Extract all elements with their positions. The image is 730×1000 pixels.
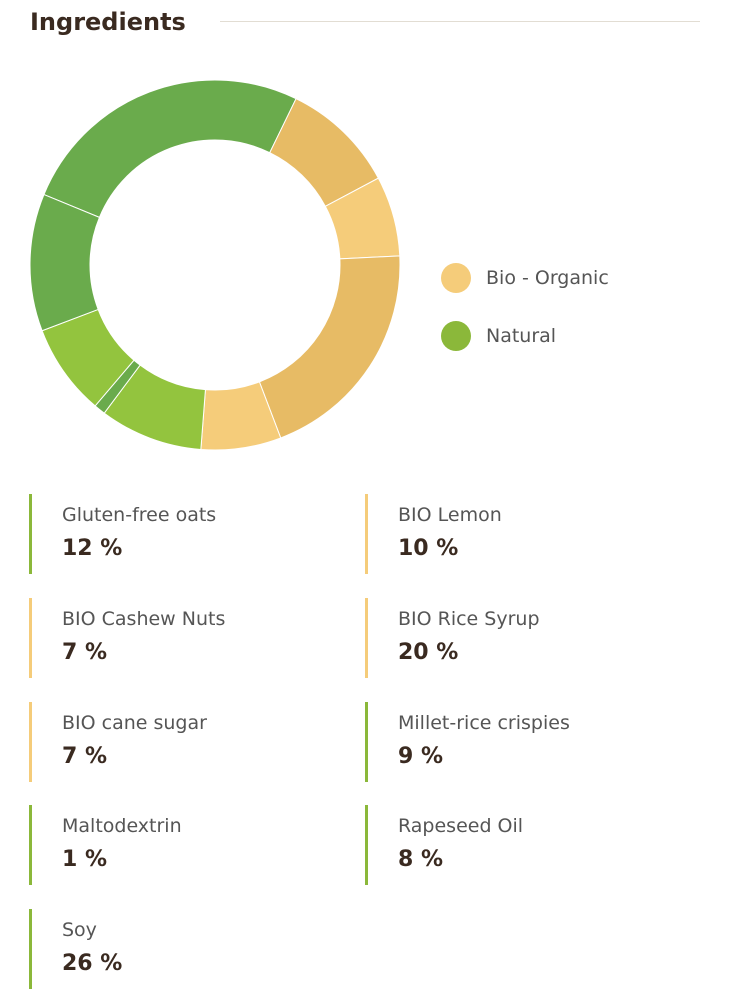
ingredient-soy: Soy 26 % [29,909,329,989]
ingredient-rapeseed-oil: Rapeseed Oil 8 % [365,805,665,885]
ingredient-percentage: 8 % [398,847,444,872]
ingredient-name: Soy [62,919,97,941]
legend-swatch-bio-organic [441,263,471,293]
chart-legend: Bio - Organic Natural [441,262,609,378]
ingredient-percentage: 9 % [398,744,444,769]
ingredient-percentage: 26 % [62,951,123,976]
ingredients-donut-chart: Bio - Organic Natural [0,60,730,480]
donut-slice-soy[interactable] [43,79,297,219]
ingredient-bio-rice-syrup: BIO Rice Syrup 20 % [365,598,665,678]
ingredient-name: BIO Rice Syrup [398,608,540,630]
ingredient-name: BIO cane sugar [62,712,207,734]
ingredient-name: Rapeseed Oil [398,815,524,837]
ingredient-percentage: 1 % [62,847,108,872]
ingredient-percentage: 7 % [62,744,108,769]
ingredient-maltodextrin: Maltodextrin 1 % [29,805,329,885]
ingredient-gluten-free-oats: Gluten-free oats 12 % [29,494,329,574]
ingredient-millet-rice-crispies: Millet-rice crispies 9 % [365,702,665,782]
ingredient-bio-lemon: BIO Lemon 10 % [365,494,665,574]
ingredient-name: Millet-rice crispies [398,712,570,734]
donut-slice-gluten-free-oats[interactable] [29,193,101,332]
ingredient-percentage: 7 % [62,640,108,665]
legend-item-natural[interactable]: Natural [441,320,609,352]
ingredient-name: Maltodextrin [62,815,182,837]
ingredients-header: Ingredients [30,4,700,40]
ingredient-name: Gluten-free oats [62,504,217,526]
ingredient-percentage: 12 % [62,536,123,561]
legend-label-bio-organic: Bio - Organic [486,267,609,289]
legend-item-bio-organic[interactable]: Bio - Organic [441,262,609,294]
ingredient-percentage: 10 % [398,536,459,561]
ingredient-bio-cane-sugar: BIO cane sugar 7 % [29,702,329,782]
ingredient-percentage: 20 % [398,640,459,665]
title-divider [220,21,700,22]
ingredient-bio-cashew-nuts: BIO Cashew Nuts 7 % [29,598,329,678]
legend-label-natural: Natural [486,325,557,347]
ingredient-name: BIO Cashew Nuts [62,608,226,630]
page-title: Ingredients [30,8,186,36]
donut-svg [29,79,401,451]
ingredient-name: BIO Lemon [398,504,502,526]
legend-swatch-natural [441,321,471,351]
